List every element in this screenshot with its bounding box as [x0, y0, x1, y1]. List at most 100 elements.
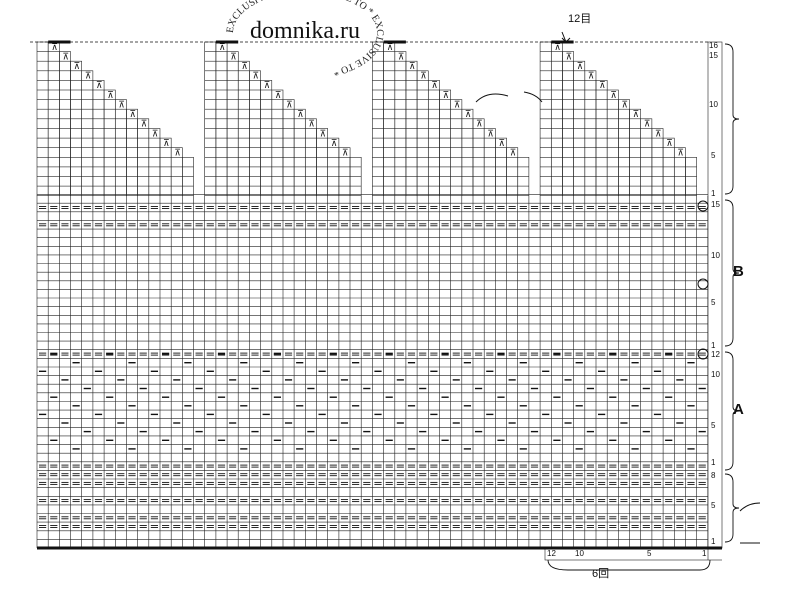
watermark-stamp: EXCLUSIVE TO * EXCLUSIVE TO * EXCLUSIVE …: [225, 0, 385, 78]
row-number-a-5: 5: [711, 501, 716, 510]
decrease-symbol: ⊼: [308, 120, 315, 130]
row-number-b-1: 1: [711, 341, 716, 350]
staircase-column: [271, 89, 284, 196]
row-number-top-5: 5: [711, 151, 716, 160]
section-brace: [724, 473, 740, 543]
staircase-column: [606, 89, 619, 196]
staircase-column: [103, 89, 116, 196]
decrease-symbol: ⊼: [118, 100, 125, 110]
repeat-bracket: [547, 559, 711, 571]
decrease-symbol: ⊼: [633, 110, 640, 120]
decrease-symbol: ⊼: [51, 43, 58, 53]
decrease-symbol: ⊼: [398, 52, 405, 62]
staircase-column: [629, 108, 641, 196]
section-brace: [724, 351, 740, 471]
arrow-icon: [475, 93, 509, 103]
stitch-number-box: [544, 547, 709, 561]
staircase-column: [293, 108, 306, 196]
decrease-symbol: ⊼: [85, 72, 92, 82]
staircase-column: [461, 108, 474, 196]
decrease-symbol: ⊼: [498, 139, 505, 149]
decrease-symbol: ⊼: [610, 91, 617, 101]
stitch-number-12: 12: [547, 549, 556, 558]
stitch-symbols: ⊼ ⊼ ⊼ ⊼ ⊼ ⊼ ⊼ ⊼ ⊼ ⊼ ⊼ ⊼ ⊼ ⊼ ⊼ ⊼ ⊼ ⊼ ⊼ ⊼ ⊼ ⊼ ⊼ ⊼ ⊼ ⊼ ⊼ ⊼ ⊼ ⊼ ⊼ ⊼ ⊼ ⊼ ⊼ ⊼ ⊼ ⊼ ⊼ ⊼…: [39, 43, 709, 528]
decrease-symbol: ⊼: [74, 62, 81, 72]
stitch-number-10: 10: [575, 549, 584, 558]
staircase-column: [584, 70, 597, 197]
decrease-symbol: ⊼: [677, 149, 684, 159]
yarn-over-circle: [697, 200, 709, 212]
staircase-column: [439, 89, 451, 196]
decrease-symbol: ⊼: [644, 120, 651, 130]
staircase-column: [226, 51, 239, 197]
decrease-symbol: ⊼: [588, 72, 595, 82]
decrease-symbol: ⊼: [129, 110, 136, 120]
decrease-symbol: ⊼: [599, 81, 606, 91]
row-number-a-1: 1: [711, 537, 716, 546]
row-number-a-pattern-1: 1: [711, 458, 716, 467]
row-number-a-8: 8: [711, 471, 716, 480]
yarn-over-circle: [697, 348, 709, 360]
row-number-a-pattern-10: 10: [711, 370, 720, 379]
watermark-site: domnika.ru: [250, 18, 360, 44]
staircase-column: [81, 70, 94, 197]
decrease-symbol: ⊼: [510, 149, 517, 159]
decrease-symbol: ⊼: [163, 139, 170, 149]
decrease-symbol: ⊼: [320, 129, 327, 139]
row-number-top-10: 10: [709, 100, 718, 109]
decrease-symbol: ⊼: [219, 43, 226, 53]
decrease-symbol: ⊼: [666, 139, 673, 149]
decrease-symbol: ⊼: [655, 129, 662, 139]
decrease-symbol: ⊼: [342, 149, 349, 159]
decrease-symbol: ⊼: [454, 100, 461, 110]
arrow-icon: [739, 502, 761, 512]
decrease-symbol: ⊼: [96, 81, 103, 91]
staircase-column: [416, 70, 429, 197]
staircase-column: [249, 70, 261, 197]
arrow-icon: [561, 31, 571, 43]
decrease-symbol: ⊼: [420, 72, 427, 82]
decrease-symbol: ⊼: [443, 91, 450, 101]
chart-decorations: [30, 31, 761, 571]
section-brace: [724, 43, 740, 195]
staircase-column: [59, 51, 71, 197]
chart-grid: [36, 41, 723, 561]
decrease-symbol: ⊼: [409, 62, 416, 72]
stitch-number-1: 1: [702, 549, 707, 558]
decrease-symbol: ⊼: [286, 100, 293, 110]
stitch-number-5: 5: [647, 549, 652, 558]
decrease-symbol: ⊼: [566, 52, 573, 62]
row-number-a-pattern-12: 12: [711, 350, 720, 359]
section-a-label: A: [733, 401, 744, 418]
decrease-symbol: ⊼: [297, 110, 304, 120]
decrease-symbol: ⊼: [554, 43, 561, 53]
row-number-a-pattern-5: 5: [711, 421, 716, 430]
decrease-symbol: ⊼: [141, 120, 148, 130]
decrease-symbol: ⊼: [252, 72, 259, 82]
decrease-symbol: ⊼: [621, 100, 628, 110]
decrease-symbol: ⊼: [107, 91, 114, 101]
row-number-b-10: 10: [711, 251, 720, 260]
repeat-label: 6回: [592, 567, 609, 580]
section-brace: [724, 199, 740, 347]
staircase-column: [394, 51, 407, 197]
decrease-symbol: ⊼: [331, 139, 338, 149]
decrease-symbol: ⊼: [62, 52, 69, 62]
decrease-symbol: ⊼: [275, 91, 282, 101]
decrease-symbol: ⊼: [577, 62, 584, 72]
decrease-symbol: ⊼: [152, 129, 159, 139]
decrease-symbol: ⊼: [465, 110, 472, 120]
row-number-top-15: 15: [709, 51, 718, 60]
row-number-b-15: 15: [711, 200, 720, 209]
decrease-symbol: ⊼: [264, 81, 271, 91]
staircase-column: [126, 108, 138, 196]
row-number-top-16: 16: [709, 41, 718, 50]
decrease-symbol: ⊼: [476, 120, 483, 130]
staircase-column: [562, 51, 574, 197]
decrease-symbol: ⊼: [174, 149, 181, 159]
decrease-symbol: ⊼: [487, 129, 494, 139]
decrease-symbol: ⊼: [241, 62, 248, 72]
decrease-symbol: ⊼: [431, 81, 438, 91]
decrease-symbol: ⊼: [387, 43, 394, 53]
